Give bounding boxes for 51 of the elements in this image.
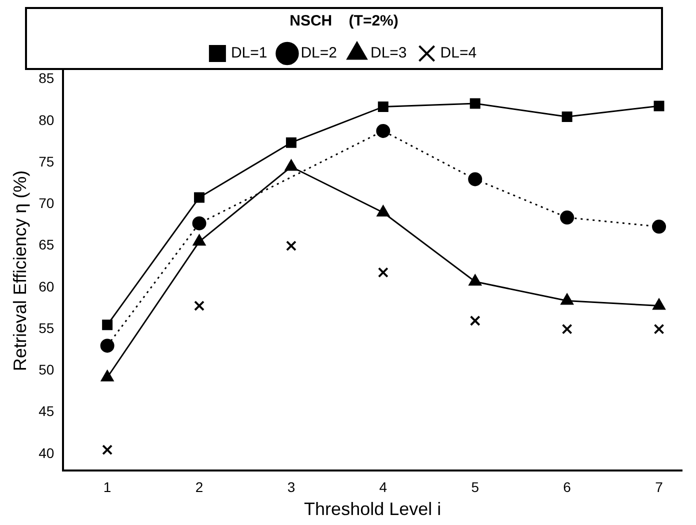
- y-tick-label: 40: [38, 444, 54, 461]
- point: [654, 324, 664, 334]
- y-tick-label: 50: [38, 362, 54, 378]
- legend-label: DL=4: [440, 44, 477, 62]
- point: [468, 172, 482, 186]
- point: [285, 160, 298, 171]
- y-tick-label: 65: [38, 236, 54, 253]
- point: [652, 220, 666, 234]
- point: [100, 338, 114, 353]
- point: [376, 206, 390, 217]
- point: [560, 294, 574, 305]
- point: [194, 300, 204, 312]
- x-tick-label: 4: [379, 478, 388, 495]
- point: [376, 124, 390, 138]
- point: [102, 320, 113, 330]
- x-tick-label: 5: [471, 478, 480, 495]
- point: [286, 240, 296, 252]
- x-axis-title: Threshold Level i: [304, 499, 442, 520]
- point: [468, 274, 482, 286]
- legend-label: DL=2: [300, 44, 338, 62]
- point: [102, 444, 113, 456]
- x-tick-label: 1: [103, 478, 112, 495]
- point: [101, 370, 114, 382]
- point: [378, 267, 388, 278]
- x-tick-label: 7: [655, 478, 664, 495]
- y-axis-title: Retrieval Efficiency η (%): [10, 170, 30, 372]
- x-tick-label: 3: [287, 478, 296, 495]
- point: [470, 316, 480, 326]
- point: [470, 98, 480, 109]
- y-tick-label: 55: [38, 320, 54, 336]
- y-tick-label: 45: [38, 403, 54, 420]
- point: [652, 298, 666, 310]
- point: [562, 324, 572, 334]
- point: [378, 102, 388, 112]
- point: [194, 192, 204, 203]
- point: [562, 112, 572, 122]
- legend-label: DL=3: [370, 44, 407, 62]
- legend-label: DL=1: [230, 44, 268, 62]
- y-tick-label: 70: [38, 195, 54, 212]
- y-tick-label: 85: [38, 70, 54, 86]
- y-tick-label: 80: [38, 112, 54, 128]
- x-tick-label: 6: [563, 478, 572, 495]
- point: [654, 100, 664, 112]
- point: [560, 210, 574, 225]
- x-tick-label: 2: [195, 478, 204, 495]
- y-tick-label: 60: [38, 278, 54, 294]
- point: [192, 216, 206, 230]
- point: [286, 137, 296, 148]
- point: [193, 234, 206, 246]
- y-tick-label: 75: [38, 153, 54, 170]
- legend-title: NSCH (T=2%): [290, 12, 398, 30]
